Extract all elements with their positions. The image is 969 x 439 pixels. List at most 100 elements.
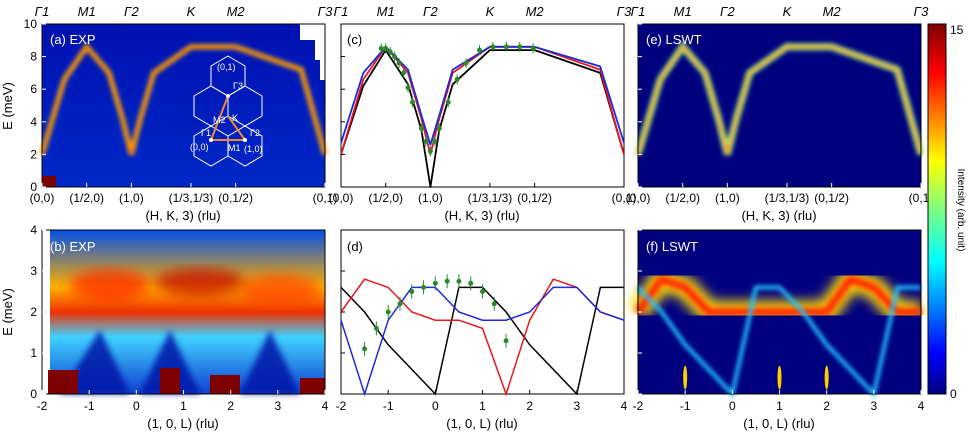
x-tick-label: (1/3,1/3): [765, 191, 810, 205]
data-point: [409, 289, 415, 294]
data-point: [401, 70, 407, 76]
data-point: [454, 76, 460, 82]
inset-label-4: Γ1: [201, 128, 211, 138]
y-tick-label: 6: [30, 82, 37, 96]
x-tick-label: -2: [633, 399, 644, 413]
y-tick-label: 3: [30, 264, 37, 278]
sym-label: K: [187, 4, 197, 19]
panel-f-label: (f) LSWT: [646, 239, 698, 254]
inset-label-3: K: [232, 113, 238, 123]
x-tick-label: 3: [573, 399, 580, 413]
data-point: [456, 278, 462, 284]
panel-e: (e) LSWT: [634, 23, 925, 188]
xlabel-c: (H, K, 3) (rlu): [444, 208, 519, 223]
x-tick-label: -1: [84, 399, 95, 413]
y-tick-label: 8: [30, 50, 37, 64]
data-point: [491, 301, 497, 307]
ylabel-top: E (meV): [0, 82, 15, 130]
sym-labels-c: Γ1 M1 Γ2 K M2 Γ3: [334, 4, 632, 19]
x-tick-label: (1,0): [418, 191, 443, 205]
panel-c-label: (c): [347, 32, 362, 47]
colorbar: 15 0 Intensity (arb. unit): [927, 23, 966, 401]
data-point: [385, 309, 391, 315]
x-tick-label: (1/3,1/3): [169, 191, 214, 205]
xlabel-f: (1, 0, L) (rlu): [743, 416, 815, 431]
data-point: [418, 125, 424, 131]
xlabel-e: (H, K, 3) (rlu): [741, 208, 816, 223]
y-tick-label: 2: [30, 305, 37, 319]
x-tick-label: 3: [870, 399, 877, 413]
sym-labels-a: Γ1 M1 Γ2 K M2 Γ3: [35, 4, 333, 19]
xlabel-a: (H, K, 3) (rlu): [145, 208, 220, 223]
panel-d-label: (d): [347, 239, 363, 254]
data-point: [421, 284, 427, 290]
x-tick-label: 4: [322, 399, 329, 413]
x-tick-label: (0,1/2): [218, 191, 253, 205]
xlabel-b: (1, 0, L) (rlu): [147, 416, 219, 431]
data-point: [503, 338, 509, 344]
x-tick-label: -2: [37, 399, 48, 413]
x-tick-label: 1: [479, 399, 486, 413]
sym-label: Γ2: [720, 4, 735, 19]
spike: [683, 365, 688, 390]
data-point: [477, 47, 483, 53]
sym-label: M1: [674, 4, 692, 19]
x-tick-label: (1/2,0): [368, 191, 403, 205]
colorbar-max: 15: [950, 23, 964, 37]
x-tick-label: (0,1): [313, 191, 338, 205]
xlabel-d: (1, 0, L) (rlu): [446, 416, 518, 431]
panel-b: (b) EXP: [41, 229, 326, 395]
inset-label-8: (1,0): [244, 144, 263, 154]
panel-c: (c): [340, 23, 625, 188]
sym-label: M1: [377, 4, 395, 19]
data-point: [432, 138, 438, 144]
data-point: [490, 44, 496, 50]
spike: [824, 365, 829, 390]
x-tick-label: 2: [823, 399, 830, 413]
y-tick-label: 0: [30, 180, 37, 194]
data-point: [503, 44, 509, 50]
sym-label: M1: [78, 4, 96, 19]
x-tick-label: (0,0): [30, 191, 55, 205]
x-tick-label: (0,1): [909, 191, 934, 205]
x-tick-label: (1,0): [119, 191, 144, 205]
panel-e-label: (e) LSWT: [646, 32, 702, 47]
series-line-black: [340, 49, 625, 188]
colorbar-title: Intensity (arb. unit): [955, 169, 966, 252]
data-point: [530, 45, 536, 51]
series-line-blue: [340, 45, 625, 146]
x-tick-label: (1,0): [715, 191, 740, 205]
panel-a-label: (a) EXP: [50, 32, 96, 47]
data-point: [396, 60, 402, 66]
data-point: [383, 45, 389, 51]
x-tick-label: -2: [336, 399, 347, 413]
y-tick-label: 1: [30, 346, 37, 360]
x-tick-label: (0,1): [612, 191, 637, 205]
x-tick-label: (1/2,0): [69, 191, 104, 205]
data-point: [468, 280, 474, 286]
panel-d: (d): [340, 229, 625, 397]
x-tick-label: (1/3,1/3): [468, 191, 513, 205]
x-tick-label: (1/2,0): [665, 191, 700, 205]
sym-label: Γ1: [35, 4, 50, 19]
series-line-black: [340, 286, 624, 396]
data-point: [397, 301, 403, 307]
data-point: [392, 54, 398, 60]
data-point: [444, 278, 450, 284]
y-tick-label: 0: [30, 387, 37, 401]
panel-f: (f) LSWT: [629, 229, 922, 399]
data-point: [405, 85, 411, 91]
sym-label: M2: [823, 4, 842, 19]
sym-labels-e: Γ1 M1 Γ2 K M2 Γ3: [631, 4, 929, 19]
x-tick-label: (0,1/2): [814, 191, 849, 205]
x-tick-label: (0,1/2): [517, 191, 552, 205]
x-tick-label: 4: [621, 399, 628, 413]
inset-label-1: Γ3: [233, 81, 243, 91]
sym-label: Γ2: [124, 4, 139, 19]
sym-label: Γ1: [334, 4, 349, 19]
x-tick-label: 0: [133, 399, 140, 413]
lines-d: [340, 274, 625, 397]
series-line-blue: [340, 286, 625, 397]
data-point: [480, 289, 485, 294]
x-tick-label: -1: [383, 399, 394, 413]
